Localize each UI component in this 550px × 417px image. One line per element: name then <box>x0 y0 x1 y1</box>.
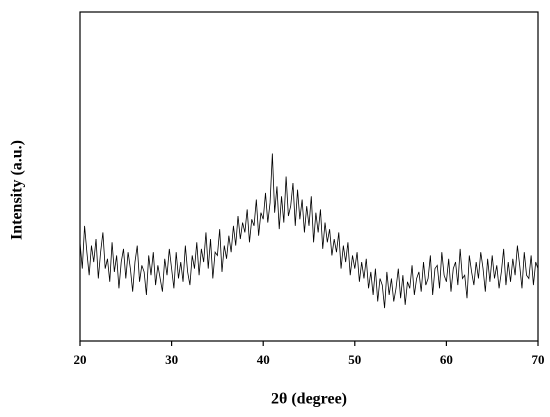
x-axis-label: 2θ (degree) <box>271 391 347 408</box>
x-tick-label: 30 <box>165 352 178 367</box>
x-tick-label: 50 <box>348 352 361 367</box>
x-tick-label: 60 <box>440 352 453 367</box>
data-line <box>79 153 539 309</box>
x-tick-label: 20 <box>74 352 87 367</box>
x-tick-label: 40 <box>257 352 270 367</box>
y-axis-label: Intensity (a.u.) <box>9 140 26 240</box>
plot-frame <box>79 11 539 342</box>
x-tick-label: 70 <box>532 352 545 367</box>
